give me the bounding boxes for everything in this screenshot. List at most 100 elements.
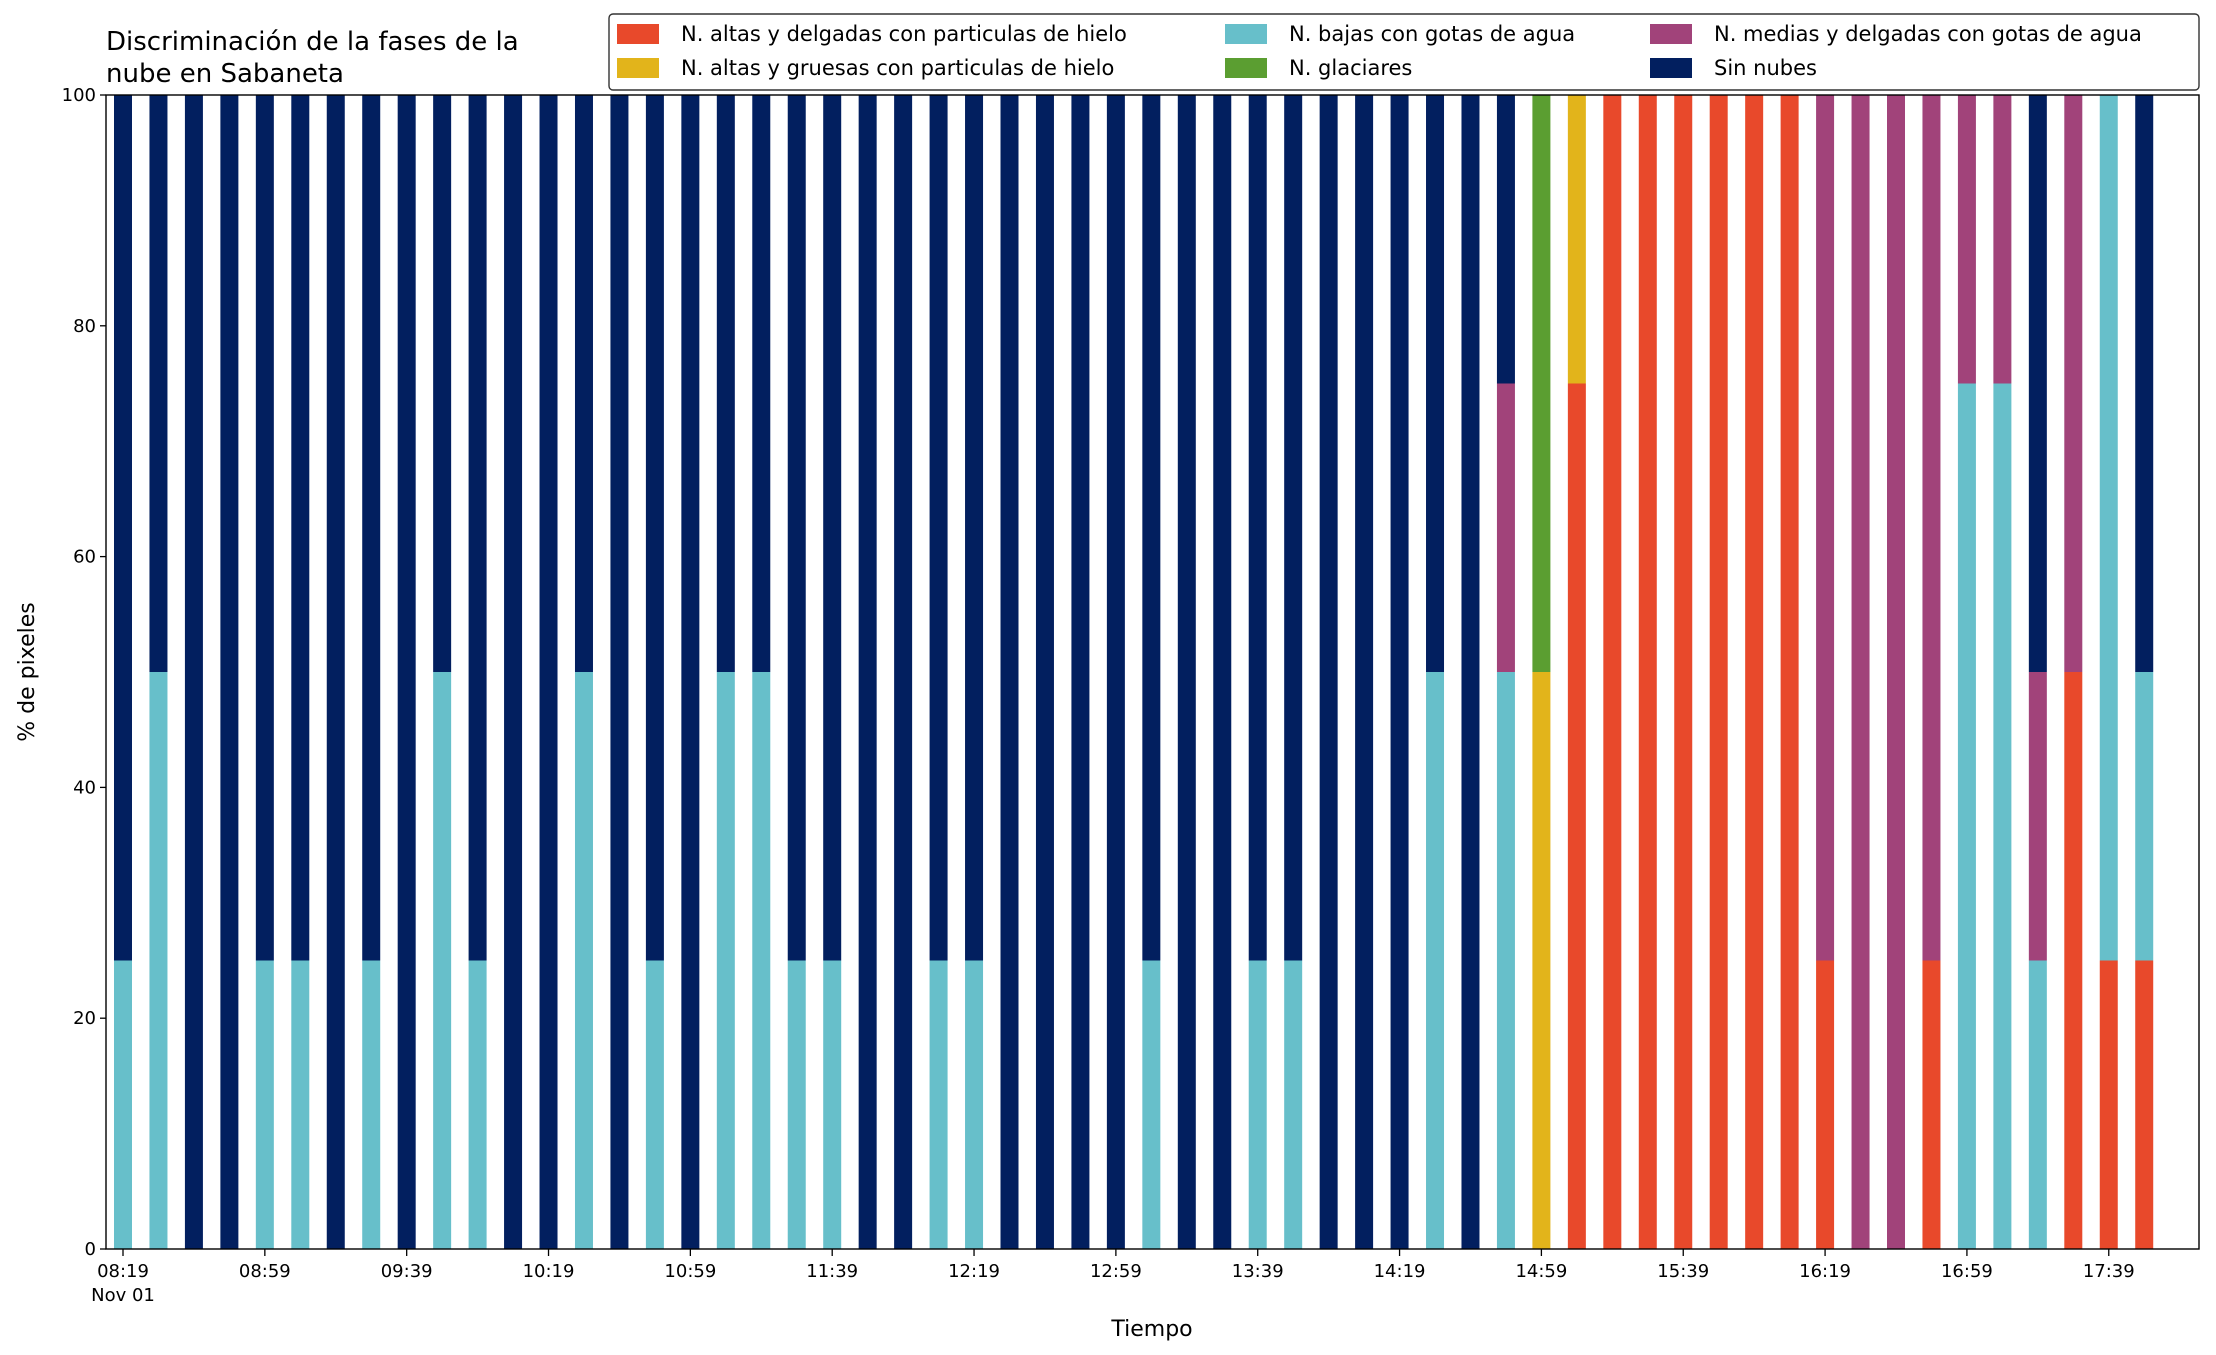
y-tick-label: 0 <box>85 1239 96 1260</box>
bar-segment <box>362 960 381 1249</box>
y-tick-label: 100 <box>62 85 96 106</box>
legend-label: N. altas y gruesas con particulas de hie… <box>681 56 1114 80</box>
bar-segment <box>1957 95 1976 384</box>
bar-segment <box>1816 95 1835 961</box>
bar-segment <box>787 960 806 1249</box>
bar-segment <box>1248 95 1267 961</box>
bar-segment <box>1674 95 1693 1249</box>
x-tick-label: 16:19 <box>1799 1261 1851 1282</box>
bar-segment <box>1745 95 1764 1249</box>
legend-swatch <box>1650 58 1692 78</box>
x-tick-label: 12:19 <box>948 1261 1000 1282</box>
bar-segment <box>1567 95 1586 384</box>
bar-segment <box>1957 383 1976 1249</box>
bar-segment <box>255 960 274 1249</box>
legend-swatch <box>617 24 659 44</box>
bar-segment <box>1638 95 1657 1249</box>
bar-segment <box>114 95 132 961</box>
bar-segment <box>2064 95 2083 672</box>
bar-segment <box>858 95 877 1249</box>
bar-segment <box>1248 960 1267 1249</box>
bar-segment <box>291 95 310 961</box>
x-tick-label: 08:59 <box>239 1261 291 1282</box>
x-tick-label: 14:59 <box>1515 1261 1567 1282</box>
bar-segment <box>1816 960 1835 1249</box>
bar-segment <box>149 672 168 1249</box>
bar-segment <box>1567 383 1586 1249</box>
bar-segment <box>539 95 558 1249</box>
legend-swatch <box>617 58 659 78</box>
bar-segment <box>645 95 664 961</box>
bar-segment <box>1532 672 1551 1249</box>
bar-segment <box>1496 672 1515 1249</box>
bar-segment <box>645 960 664 1249</box>
bar-segment <box>2099 95 2118 961</box>
bar-segment <box>2028 960 2047 1249</box>
bar-segment <box>965 95 984 961</box>
bar-segment <box>2028 672 2047 961</box>
bar-segment <box>1390 95 1409 1249</box>
bar-segment <box>2099 960 2118 1249</box>
bar-segment <box>1922 960 1941 1249</box>
bar-segment <box>787 95 806 961</box>
bar-segment <box>1993 95 2012 384</box>
x-tick-label: 09:39 <box>381 1261 433 1282</box>
bar-segment <box>468 95 487 961</box>
bar-segment <box>1709 95 1728 1249</box>
bar-segment <box>255 95 274 961</box>
bar-segment <box>1355 95 1374 1249</box>
bar-segment <box>1496 95 1515 384</box>
bar-segment <box>149 95 168 672</box>
bar-segment <box>468 960 487 1249</box>
bar-segment <box>433 672 452 1249</box>
bar-segment <box>965 960 984 1249</box>
bar-segment <box>716 95 735 672</box>
x-tick-label: 17:39 <box>2083 1261 2135 1282</box>
bar-segment <box>1071 95 1090 1249</box>
x-tick-label: 13:39 <box>1232 1261 1284 1282</box>
x-date-label: Nov 01 <box>91 1285 155 1306</box>
x-tick-label: 10:59 <box>664 1261 716 1282</box>
bar-segment <box>2135 960 2154 1249</box>
y-axis-label: % de pixeles <box>15 602 40 741</box>
legend-label: Sin nubes <box>1714 56 1817 80</box>
bar-segment <box>1035 95 1054 1249</box>
bar-segment <box>1887 95 1905 1249</box>
bar-segment <box>433 95 452 672</box>
bar-segment <box>1213 95 1232 1249</box>
bar-segment <box>2135 95 2154 672</box>
x-axis-label: Tiempo <box>1110 1317 1192 1342</box>
bar-segment <box>610 95 629 1249</box>
bar-segment <box>1106 95 1125 1249</box>
bar-segment <box>397 95 416 1249</box>
bar-segment <box>1922 95 1941 961</box>
bar-segment <box>1177 95 1196 1249</box>
bar-segment <box>1284 960 1303 1249</box>
x-tick-label: 14:19 <box>1374 1261 1426 1282</box>
chart-title: Discriminación de la fases de la <box>106 27 519 57</box>
x-tick-label: 08:19 <box>97 1261 149 1282</box>
bar-segment <box>220 95 239 1249</box>
legend-label: N. bajas con gotas de agua <box>1289 22 1575 46</box>
bar-segment <box>1993 383 2012 1249</box>
x-tick-label: 12:59 <box>1090 1261 1142 1282</box>
bar-segment <box>1532 95 1551 672</box>
bar-segment <box>823 960 842 1249</box>
bar-segment <box>1000 95 1019 1249</box>
bar-segment <box>752 672 771 1249</box>
bar-segment <box>1284 95 1303 961</box>
legend: N. altas y delgadas con particulas de hi… <box>608 13 2200 91</box>
y-tick-label: 60 <box>73 547 96 568</box>
bar-segment <box>752 95 771 672</box>
y-tick-label: 20 <box>73 1008 96 1029</box>
chart-title: nube en Sabaneta <box>106 59 344 89</box>
bar-segment <box>362 95 381 961</box>
bar-segment <box>1319 95 1338 1249</box>
bar-segment <box>1142 960 1161 1249</box>
bars <box>114 95 2154 1249</box>
bar-segment <box>1780 95 1799 1249</box>
legend-label: N. glaciares <box>1289 56 1412 80</box>
x-tick-label: 10:19 <box>523 1261 575 1282</box>
bar-segment <box>1461 95 1480 1249</box>
bar-segment <box>1426 95 1445 672</box>
